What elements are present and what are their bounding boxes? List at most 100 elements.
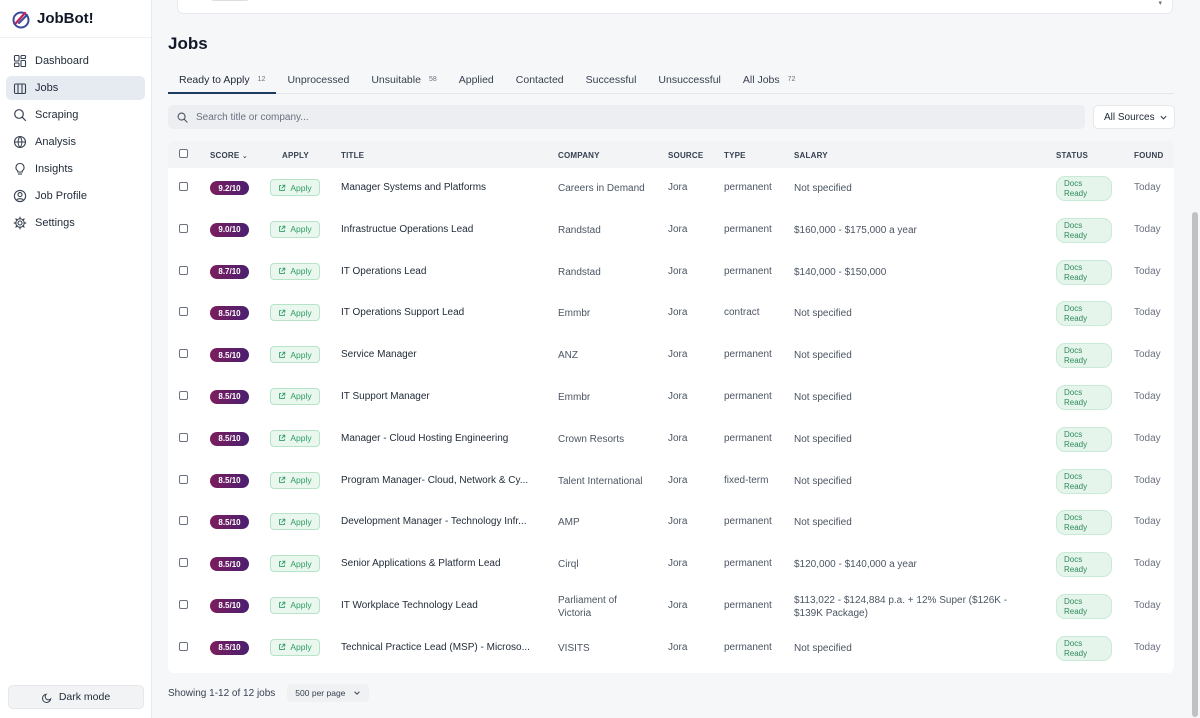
row-checkbox[interactable]	[179, 223, 188, 233]
apply-button[interactable]: Apply	[270, 513, 320, 531]
table-row[interactable]: 8.5/10 Apply IT Operations Support Lead Emm…	[168, 293, 1174, 335]
apply-button[interactable]: Apply	[270, 429, 320, 447]
apply-button[interactable]: Apply	[270, 304, 320, 322]
job-title[interactable]: IT Operations Support Lead	[341, 307, 465, 319]
per-page-select[interactable]: 500 per page	[287, 684, 370, 702]
job-title[interactable]: Infrastructue Operations Lead	[341, 223, 474, 235]
table-row[interactable]: 9.2/10 Apply Manager Systems and Platforms…	[168, 168, 1174, 210]
search-icon	[177, 112, 188, 123]
main-content: ▴▾ Jobs Ready to Apply 12 Unprocessed Unsui…	[152, 0, 1200, 718]
job-title[interactable]: Program Manager- Cloud, Network & Cy...	[341, 474, 529, 486]
table-row[interactable]: 8.5/10 Apply Service Manager ANZ Jora permane…	[168, 335, 1174, 377]
table-row[interactable]: 8.7/10 Apply IT Operations Lead Randstad Jor…	[168, 252, 1174, 294]
tab-all-jobs[interactable]: All Jobs 72	[732, 66, 807, 93]
job-title[interactable]: Technical Practice Lead (MSP) - Microso.…	[341, 641, 530, 653]
table-row[interactable]: 8.5/10 Apply Senior Applications & Platfor…	[168, 544, 1174, 586]
job-title[interactable]: IT Support Manager	[341, 390, 430, 402]
apply-button[interactable]: Apply	[270, 596, 320, 614]
tab-unsuccessful[interactable]: Unsuccessful	[647, 66, 731, 93]
apply-button[interactable]: Apply	[270, 346, 320, 364]
column-found[interactable]: FOUND	[1134, 151, 1164, 160]
apply-button[interactable]: Apply	[270, 179, 320, 196]
select-all-checkbox[interactable]	[179, 149, 188, 158]
job-title[interactable]: IT Operations Lead	[341, 265, 427, 277]
column-source[interactable]: SOURCE	[668, 151, 704, 160]
column-salary[interactable]: SALARY	[794, 151, 828, 160]
table-row[interactable]: 8.5/10 Apply IT Support Manager Emmbr Jora pe…	[168, 377, 1174, 419]
sidebar-item-settings[interactable]: Settings	[6, 211, 145, 235]
table-row[interactable]: 8.5/10 Apply Technical Practice Lead (MSP)…	[168, 628, 1174, 670]
job-title[interactable]: Development Manager - Technology Infr...	[341, 516, 527, 528]
row-checkbox[interactable]	[179, 265, 188, 275]
sidebar-item-insights[interactable]: Insights	[6, 157, 145, 181]
table-row[interactable]: 8.5/10 Apply Development Manager - Technol…	[168, 502, 1174, 544]
row-checkbox[interactable]	[179, 390, 188, 400]
apply-button[interactable]: Apply	[270, 387, 320, 405]
job-title[interactable]: Senior Applications & Platform Lead	[341, 558, 501, 570]
row-checkbox[interactable]	[179, 474, 188, 484]
row-checkbox[interactable]	[179, 349, 188, 359]
scroll-stepper-icon[interactable]: ▴▾	[1158, 0, 1162, 7]
row-checkbox[interactable]	[179, 599, 188, 609]
tab-successful[interactable]: Successful	[575, 66, 648, 93]
job-source: Jora	[668, 599, 688, 611]
apply-button[interactable]: Apply	[270, 471, 320, 489]
sidebar-item-dashboard[interactable]: Dashboard	[6, 49, 145, 73]
external-link-icon	[279, 267, 286, 274]
column-type[interactable]: TYPE	[724, 151, 746, 160]
company-name: Emmbr	[558, 391, 591, 403]
table-row[interactable]: 8.5/10 Apply Manager - Cloud Hosting Engin…	[168, 419, 1174, 461]
search-input[interactable]	[196, 111, 1056, 123]
source-filter-select[interactable]: All Sources	[1093, 105, 1175, 129]
company-name: ANZ	[558, 350, 578, 362]
column-status[interactable]: STATUS	[1056, 151, 1089, 160]
dark-mode-button[interactable]: Dark mode	[8, 685, 144, 709]
found-date: Today	[1134, 474, 1161, 486]
sidebar-item-analysis[interactable]: Analysis	[6, 130, 145, 154]
tab-unsuitable[interactable]: Unsuitable 58	[360, 66, 447, 93]
job-title[interactable]: Manager Systems and Platforms	[341, 182, 487, 193]
row-checkbox[interactable]	[179, 432, 188, 442]
external-link-icon	[279, 560, 286, 567]
score-badge: 8.5/10	[210, 598, 249, 613]
sidebar-item-jobs[interactable]: Jobs	[6, 76, 145, 100]
source-filter-value: All Sources	[1104, 111, 1155, 123]
job-title[interactable]: IT Workplace Technology Lead	[341, 599, 478, 611]
search-bar[interactable]	[168, 105, 1085, 129]
table-row[interactable]: 8.5/10 Apply Program Manager- Cloud, Netwo…	[168, 461, 1174, 503]
tab-unprocessed[interactable]: Unprocessed	[276, 66, 360, 93]
row-checkbox[interactable]	[179, 641, 188, 651]
column-company[interactable]: COMPANY	[558, 151, 600, 160]
row-checkbox[interactable]	[179, 558, 188, 568]
page-scrollbar[interactable]	[1192, 212, 1198, 717]
tab-count-badge: 72	[787, 76, 796, 83]
sidebar-item-job-profile[interactable]: Job Profile	[6, 184, 145, 208]
sort-chevron-icon: ⌄	[241, 153, 248, 160]
job-title[interactable]: Manager - Cloud Hosting Engineering	[341, 432, 509, 444]
brand[interactable]: JobBot!	[0, 0, 151, 38]
job-source: Jora	[668, 432, 688, 444]
apply-button[interactable]: Apply	[270, 220, 320, 238]
row-checkbox[interactable]	[179, 516, 188, 526]
tab-applied[interactable]: Applied	[448, 66, 505, 93]
table-row[interactable]: 9.0/10 Apply Infrastructue Operations Lead…	[168, 210, 1174, 252]
apply-button[interactable]: Apply	[270, 262, 320, 280]
sidebar-item-scraping[interactable]: Scraping	[6, 103, 145, 127]
table-row[interactable]: 8.5/10 Apply IT Workplace Technology Lead P…	[168, 586, 1174, 628]
apply-button[interactable]: Apply	[270, 555, 320, 573]
status-badge: Docs Ready	[1056, 635, 1112, 661]
row-checkbox[interactable]	[179, 307, 188, 317]
row-checkbox[interactable]	[179, 182, 188, 191]
tab-contacted[interactable]: Contacted	[505, 66, 575, 93]
score-badge: 8.5/10	[210, 431, 249, 446]
top-panel-control[interactable]	[210, 0, 250, 1]
column-score[interactable]: SCORE ⌄	[210, 151, 248, 160]
apply-button[interactable]: Apply	[270, 638, 320, 656]
tab-ready-to-apply[interactable]: Ready to Apply 12	[168, 66, 277, 94]
job-title[interactable]: Service Manager	[341, 349, 417, 361]
tab-label: Successful	[585, 73, 637, 86]
company-name: VISITS	[558, 642, 590, 654]
briefcase-icon	[13, 81, 27, 95]
salary: Not specified	[794, 183, 852, 194]
column-title[interactable]: TITLE	[341, 151, 365, 160]
